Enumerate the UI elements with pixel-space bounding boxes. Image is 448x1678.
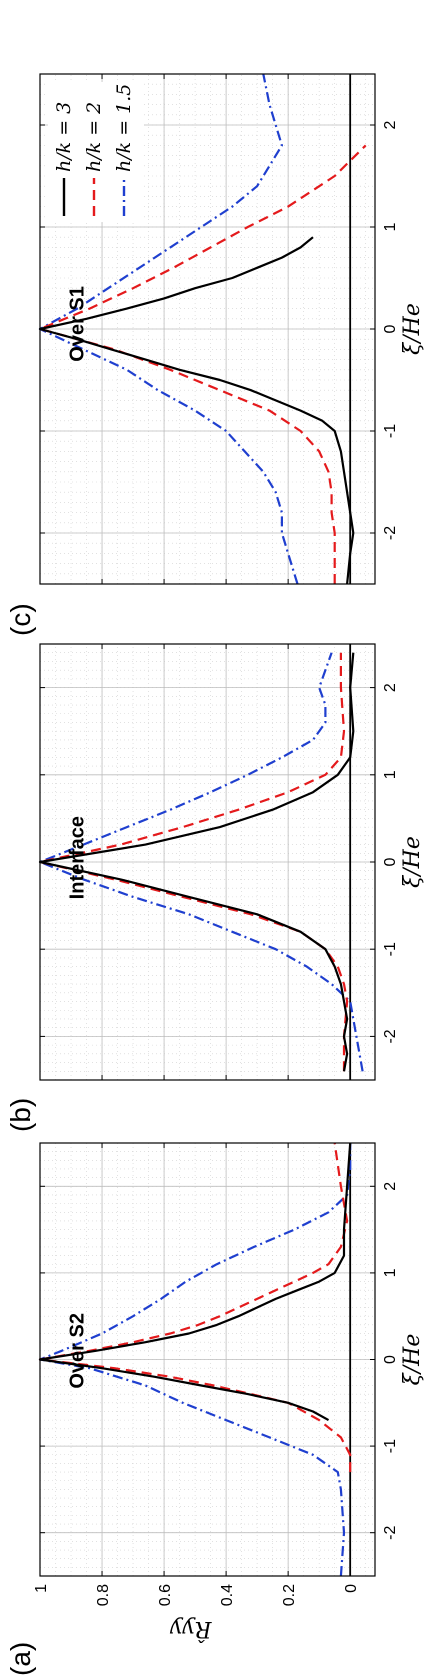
panel-b-x-tick-label: 2 (382, 683, 399, 692)
panel-c-x-tick-label: 1 (382, 222, 399, 231)
panel-c-x-tick-label: -2 (382, 526, 399, 540)
panel-b-x-tick-label: -2 (382, 1029, 399, 1043)
panel-b-series-h-k-3 (38, 652, 355, 1072)
panel-c-label: (c) (5, 603, 36, 636)
panel-a-x-tick-label: -1 (382, 1439, 399, 1453)
legend-item-h-k-2: h/k = 2 (83, 102, 105, 172)
panel-a-x-tick-label: -2 (382, 1525, 399, 1539)
panel-b-x-tick-label: 1 (382, 770, 399, 779)
panel-c-title: Over S1 (66, 286, 88, 362)
legend-item-h-k-3: h/k = 3 (53, 102, 75, 172)
panel-a-y-tick-label: 0.2 (281, 1584, 298, 1606)
legend: h/k = 3 h/k = 2 h/k = 1.5 (48, 82, 144, 222)
panel-b-series-h-k-1-5 (38, 652, 364, 1072)
panel-c-xlabel: ξ/He (400, 303, 425, 355)
panel-b-xlabel: ξ/He (400, 836, 425, 888)
y-axis-label: R̂yy (169, 1616, 212, 1642)
panel-a-series-h-k-3 (38, 1142, 352, 1422)
legend-item-h-k-1-5: h/k = 1.5 (113, 84, 135, 172)
panel-b-label: (b) (5, 1098, 36, 1132)
panel-c-x-tick-label: 0 (382, 324, 399, 333)
panel-a-y-tick-label: 0 (343, 1584, 360, 1593)
panel-b-x-tick-label: 0 (382, 857, 399, 866)
panel-c-series-h-k-3 (38, 236, 355, 585)
panel-a-y-tick-label: 0.8 (95, 1584, 112, 1606)
panel-b-plot-area: -2 -1 0 1 2 (38, 643, 399, 1081)
panel-a-x-tick-label: 0 (382, 1355, 399, 1364)
panel-a-y-tick-label: 1 (33, 1584, 50, 1593)
panel-a-x-tick-label: 2 (382, 1182, 399, 1191)
panel-b: -2 -1 0 1 2 (b) Interface ξ/He (5, 643, 425, 1132)
panel-a-plot-area: -2 -1 0 1 2 0 0.2 0.4 0.6 0.8 1 (33, 1142, 399, 1606)
panel-a-xlabel: ξ/He (400, 1334, 425, 1386)
panel-a-series-h-k-1-5 (38, 1143, 352, 1577)
panel-c-x-tick-label: -1 (382, 424, 399, 438)
rotated-figure: -2 -1 0 1 2 0 0.2 0.4 0.6 0.8 1 (a) Over S2 ξ/He -… (5, 73, 425, 1676)
panel-c-series-h-k-2 (38, 144, 367, 584)
panel-a-y-tick-label: 0.4 (219, 1584, 236, 1606)
panel-a-y-tick-label: 0.6 (157, 1584, 174, 1606)
panel-a-label: (a) (5, 1642, 36, 1676)
panel-b-title: Interface (66, 816, 88, 899)
legend-box (48, 82, 144, 222)
panel-b-x-tick-label: -1 (382, 942, 399, 956)
panel-c-x-tick-label: 2 (382, 120, 399, 129)
panel-a-x-tick-label: 1 (382, 1268, 399, 1277)
panel-a-title: Over S2 (66, 1313, 88, 1389)
panel-a: -2 -1 0 1 2 0 0.2 0.4 0.6 0.8 1 (a) Over S2 ξ/He (5, 1142, 425, 1676)
